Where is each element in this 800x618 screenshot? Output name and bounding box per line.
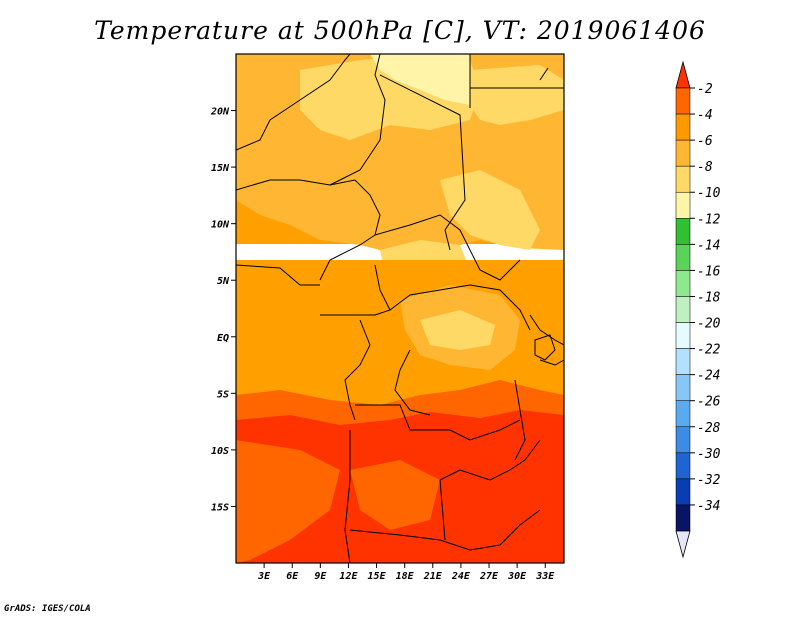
x-tick-label: 9E [314, 571, 327, 582]
x-tick-label: 21E [423, 571, 443, 582]
colorbar-label: -6 [697, 134, 713, 149]
colorbar-label: -30 [697, 447, 721, 462]
colorbar-label: -12 [697, 212, 721, 227]
x-tick-label: 18E [396, 571, 415, 582]
colorbar-swatch [675, 270, 691, 297]
border-path [349, 509, 541, 551]
border-path [379, 74, 466, 251]
colorbar-swatch [675, 400, 691, 428]
lake-victoria [534, 334, 556, 361]
border-path [469, 54, 564, 108]
x-tick-label: 27E [479, 571, 499, 582]
y-tick-label: 15S [211, 502, 229, 513]
colorbar-label: -8 [697, 160, 713, 175]
border-path [236, 54, 351, 151]
x-tick-label: 15E [368, 571, 387, 582]
x-tick-label: 30E [507, 571, 527, 582]
x-tick-label: 3E [257, 571, 271, 582]
y-tick-label: EQ [217, 333, 229, 344]
colorbar-swatch [675, 504, 691, 532]
colorbar-label: -16 [697, 264, 721, 279]
y-tick-label: 15N [211, 163, 230, 174]
colorbar-swatch [675, 139, 691, 167]
y-tick-label: 20N [210, 107, 230, 118]
temp-patch-libya [370, 54, 470, 105]
chart-title: Temperature at 500hPa [C], VT: 201906140… [94, 16, 706, 45]
colorbar-label: -2 [697, 82, 713, 97]
colorbar-label: -20 [697, 317, 721, 332]
temp-patch-south-orange-b [350, 460, 440, 530]
border-path [344, 319, 371, 421]
y-tick-label: 10S [211, 446, 229, 457]
border-path [439, 479, 446, 541]
border-path [539, 359, 564, 366]
border-path [539, 67, 549, 81]
colorbar-swatch [675, 348, 691, 375]
colorbar-swatch [675, 426, 691, 454]
x-axis: 3E 6E 9E 12E 15E 18E 21E 24E 27E 30E 33E [257, 563, 555, 582]
border-path [320, 264, 391, 316]
colorbar-label: -34 [697, 499, 720, 514]
colorbar-label: -32 [697, 473, 721, 488]
colorbar-swatch [675, 374, 691, 401]
temp-patch-south-orange-a [236, 440, 340, 563]
border-path [439, 439, 541, 481]
colorbar-label: -18 [697, 290, 721, 305]
colorbar-swatch [675, 322, 691, 349]
colorbar-top-arrow [675, 60, 691, 89]
country-boundaries [236, 54, 564, 563]
colorbar-label: -26 [697, 395, 721, 410]
colorbar-label: -24 [697, 369, 720, 384]
y-tick-label: 5N [217, 276, 230, 287]
x-tick-label: 33E [535, 571, 555, 582]
map-frame [235, 53, 565, 564]
border-path [355, 404, 521, 441]
x-tick-label: 6E [286, 571, 299, 582]
border-path [394, 349, 431, 416]
colorbar-swatch [675, 191, 691, 219]
border-path [329, 54, 386, 186]
y-tick-label: 5S [217, 389, 229, 400]
temp-patch-east-light [440, 170, 540, 250]
colorbar-bottom-arrow [675, 530, 691, 559]
colorbar-swatch [675, 113, 691, 141]
border-path [514, 379, 526, 461]
temp-patch-congo-yellow [420, 310, 495, 350]
colorbar-label: -4 [697, 108, 713, 123]
colorbar-label: -22 [697, 343, 721, 358]
colorbar-label: -10 [697, 186, 721, 201]
colorbar-swatch [675, 452, 691, 480]
credit-text: GrADS: IGES/COLA [4, 604, 91, 614]
border-path [236, 179, 381, 281]
colorbar-label: -28 [697, 421, 721, 436]
colorbar-swatch [675, 218, 691, 245]
x-tick-label: 24E [451, 571, 471, 582]
y-tick-label: 10N [211, 220, 230, 231]
map-plot-area [236, 54, 564, 563]
colorbar-swatch [675, 244, 691, 271]
border-path [389, 284, 531, 331]
border-path [374, 214, 521, 281]
colorbar-swatch [675, 87, 691, 115]
colorbar-swatch [675, 165, 691, 193]
border-path [529, 314, 564, 346]
colorbar-label: -14 [697, 238, 720, 253]
colorbar: -2 -4 -6 -8 -10 -12 -14 -16 -18 -20 -22 -24 -26 -28 -3… [675, 60, 721, 559]
colorbar-swatch [675, 296, 691, 323]
y-axis: 20N 15N 10N 5N EQ 5S 10S 15S [210, 107, 236, 513]
border-path [344, 430, 351, 563]
border-path [236, 264, 320, 286]
x-tick-label: 12E [339, 571, 358, 582]
colorbar-swatch [675, 478, 691, 506]
